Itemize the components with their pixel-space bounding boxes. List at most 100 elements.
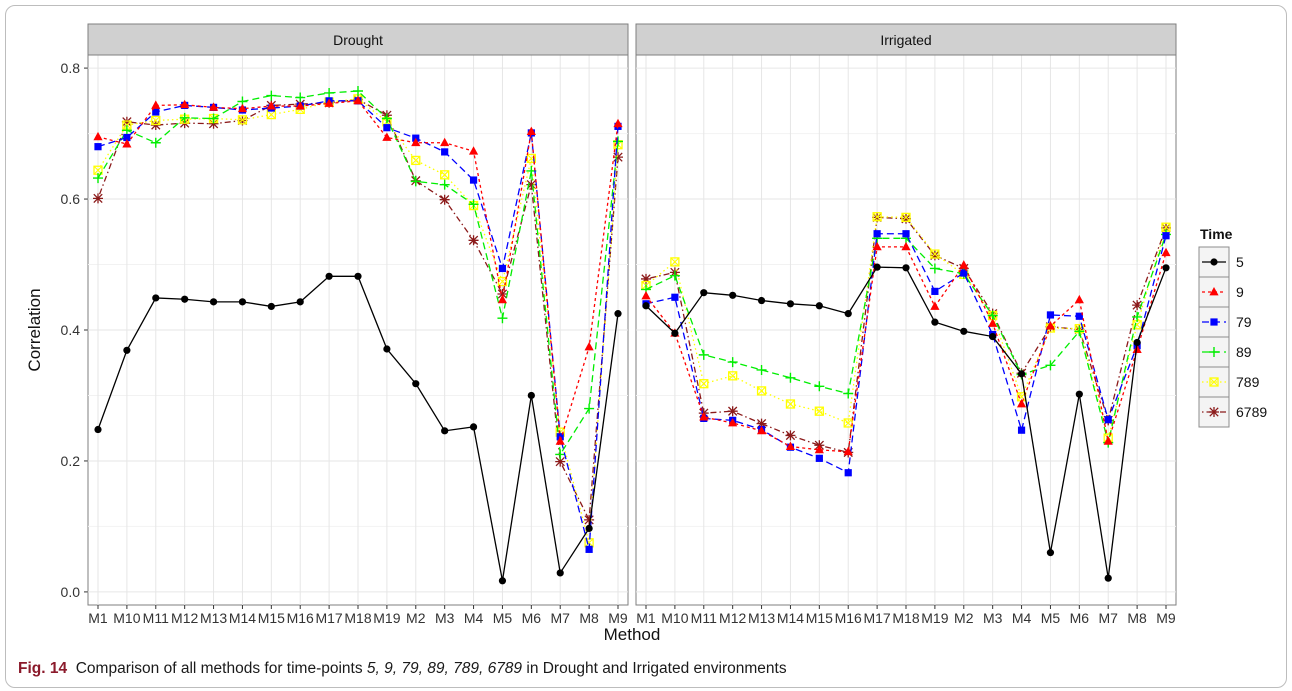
data-point (641, 273, 651, 284)
data-point (1075, 312, 1083, 320)
data-point (929, 263, 940, 274)
data-point (179, 112, 190, 123)
data-point (785, 441, 796, 450)
legend-label: 6789 (1236, 404, 1267, 420)
data-point (641, 290, 651, 300)
data-point (1075, 390, 1083, 398)
x-tick-label: M14 (229, 610, 256, 626)
x-tick-label: M9 (608, 610, 628, 626)
data-point (814, 381, 825, 392)
data-point (989, 332, 997, 341)
x-tick-label: M6 (522, 610, 542, 626)
data-point (1104, 574, 1112, 582)
x-tick-label: M1 (88, 610, 108, 626)
data-point (584, 342, 594, 351)
data-point (1016, 398, 1027, 408)
x-tick-label: M13 (748, 610, 775, 626)
data-point (498, 577, 507, 585)
data-point (383, 124, 391, 132)
data-point (555, 456, 566, 467)
data-point (1162, 232, 1170, 240)
x-tick-label: M4 (1012, 610, 1032, 626)
data-point (439, 194, 450, 205)
data-point (468, 146, 479, 155)
data-point (94, 143, 102, 151)
data-point (699, 412, 709, 421)
y-tick-label: 0.6 (61, 191, 81, 207)
legend-label: 79 (1236, 314, 1252, 330)
data-point (412, 380, 420, 388)
data-point (94, 425, 102, 434)
data-point (93, 173, 103, 184)
legend-marker (1209, 347, 1219, 357)
data-point (208, 113, 219, 124)
x-tick-label: M16 (835, 610, 862, 626)
data-point (756, 425, 767, 435)
data-point (613, 152, 623, 163)
data-point (671, 293, 679, 301)
panel-drought: Drought M1 M10 M11 M12 M13 M14 M15 M16 M17 M18 M19 M… (87, 23, 629, 626)
data-point (584, 514, 595, 525)
data-point (960, 269, 968, 277)
data-point (814, 406, 824, 416)
data-point (700, 289, 708, 297)
x-tick-label: M10 (113, 610, 140, 626)
data-point (267, 302, 275, 311)
data-point (873, 263, 881, 271)
x-tick-label: M17 (863, 610, 890, 626)
data-point (699, 379, 709, 389)
x-tick-label: M14 (777, 610, 804, 626)
data-point (1074, 326, 1085, 337)
data-point (1161, 247, 1171, 257)
panel-irrigated: Irrigated M1 M10 M11 M12 M13 M14 M15 M16 M17 M18 M1… (635, 23, 1177, 626)
x-tick-label: M18 (344, 610, 371, 626)
legend-marker (1209, 377, 1219, 387)
data-point (901, 241, 911, 251)
legend-item-79: 79 (1198, 306, 1252, 338)
legend-marker (1209, 407, 1219, 417)
data-point (295, 92, 306, 103)
data-point (526, 179, 537, 190)
strip-background (87, 23, 629, 56)
caption-timepoints: 5, 9, 79, 89, 789, 6789 (366, 660, 523, 677)
data-point (152, 108, 160, 116)
data-point (727, 406, 738, 417)
data-point (353, 86, 363, 97)
data-point (872, 212, 882, 222)
y-axis-title: Correlation (25, 288, 44, 371)
data-point (1133, 338, 1141, 347)
data-point (843, 418, 853, 428)
x-tick-label: M5 (1041, 610, 1061, 626)
data-point (266, 90, 277, 101)
data-point (613, 136, 623, 147)
legend-title: Time (1200, 226, 1233, 242)
data-point (757, 296, 766, 305)
data-point (901, 213, 911, 224)
data-point (613, 118, 623, 128)
x-tick-label: M4 (464, 610, 484, 626)
data-point (1046, 311, 1055, 319)
x-tick-label: M3 (983, 610, 1003, 626)
strip-background (635, 23, 1177, 56)
data-point (872, 241, 882, 251)
data-point (960, 327, 968, 335)
data-point (93, 193, 103, 204)
data-point (1046, 549, 1055, 557)
data-point (354, 272, 362, 280)
data-point (411, 137, 421, 147)
data-point (266, 101, 276, 110)
data-point (123, 133, 131, 142)
data-point (815, 454, 823, 462)
data-point (150, 137, 161, 148)
data-point (843, 446, 853, 456)
data-point (1162, 264, 1170, 272)
data-point (1045, 321, 1056, 330)
data-point (468, 235, 479, 246)
legend-item-89: 89 (1198, 336, 1252, 368)
data-point (1074, 294, 1084, 304)
x-tick-label: M1 (636, 610, 656, 626)
data-point (814, 444, 824, 454)
data-point (1103, 436, 1113, 445)
data-point (815, 302, 823, 310)
